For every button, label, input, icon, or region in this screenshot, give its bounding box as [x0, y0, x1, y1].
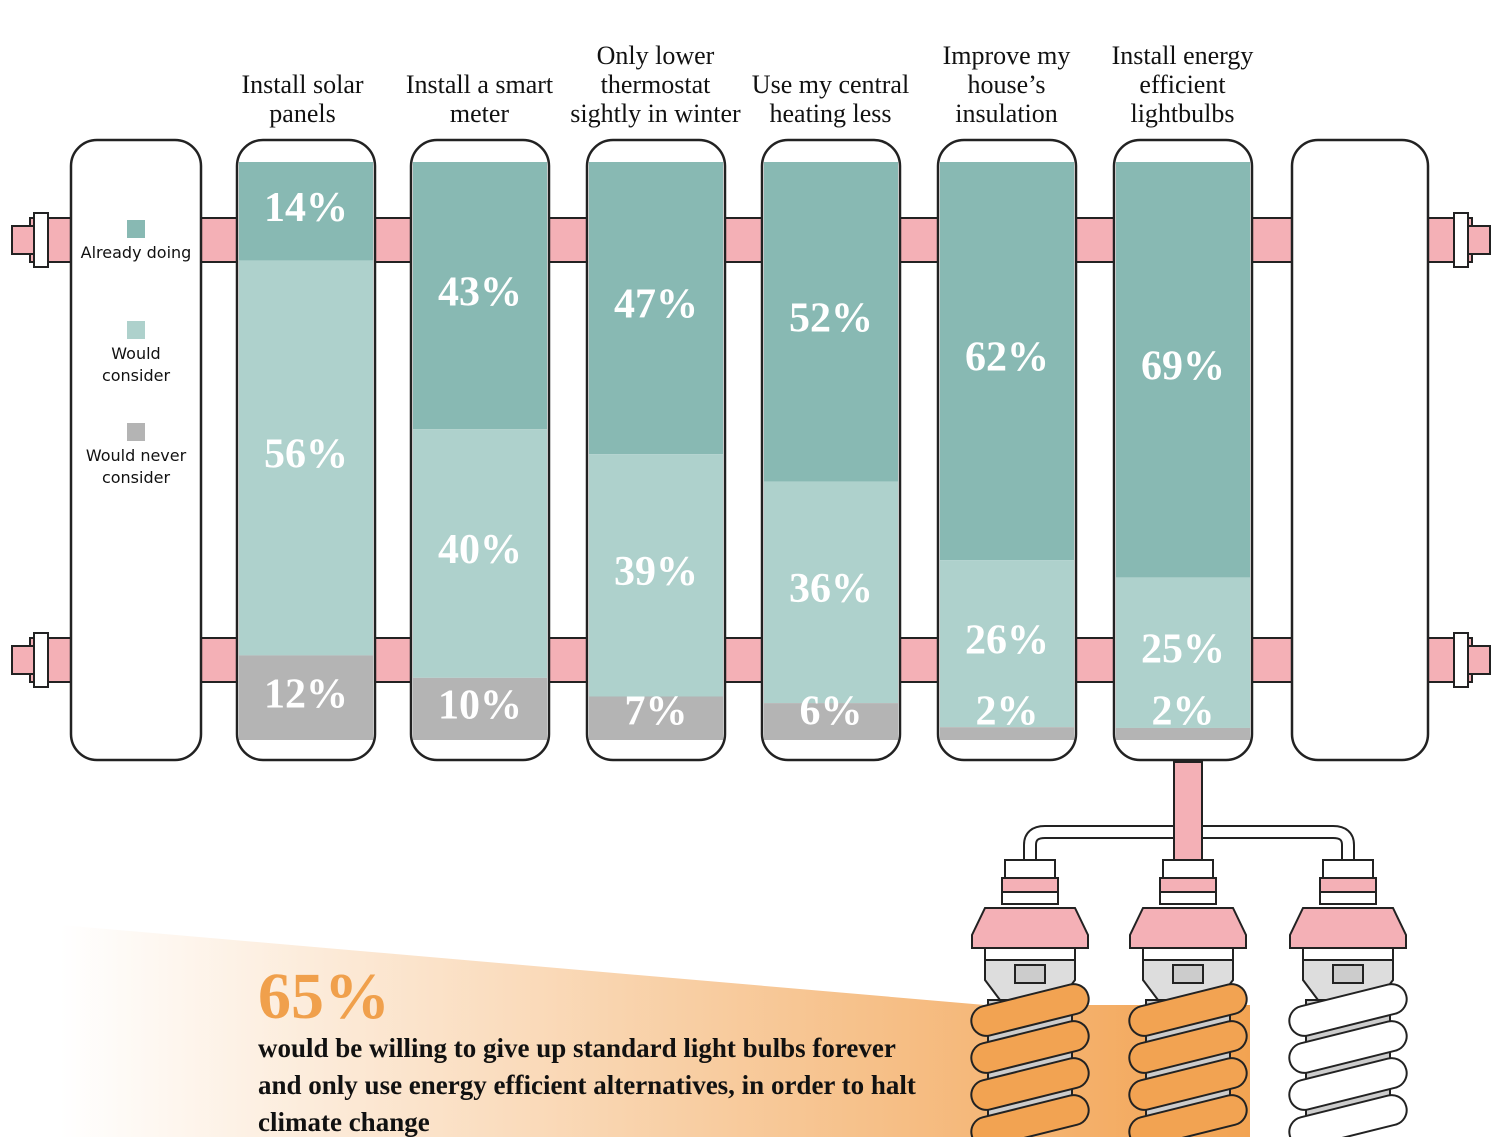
value-label: 39%: [614, 549, 698, 595]
value-label: 52%: [789, 296, 873, 342]
bar-segment: [589, 162, 723, 455]
bar-segment: [413, 429, 547, 678]
legend-swatch: [127, 220, 145, 238]
value-label: 2%: [976, 689, 1039, 735]
bar-segment: [413, 677, 547, 740]
bar-segment: [940, 727, 1074, 740]
bar-segment: [589, 696, 723, 740]
legend-item: Already doing: [76, 220, 196, 264]
value-label: 6%: [800, 689, 863, 735]
legend-label: Already doing: [80, 243, 192, 262]
legend-item: Would consider: [76, 321, 196, 387]
value-label: 47%: [614, 282, 698, 328]
category-label: Only lower thermostat sightly in winter: [570, 41, 741, 128]
bar-segment: [239, 655, 373, 740]
value-label: 26%: [965, 617, 1049, 663]
legend-label: Would never consider: [85, 446, 187, 487]
category-label: Improve my house’s insulation: [942, 41, 1071, 128]
bar-segment: [1116, 727, 1250, 740]
value-label: 62%: [965, 335, 1049, 381]
value-label: 10%: [438, 683, 522, 729]
value-label: 40%: [438, 527, 522, 573]
category-label: Install a smart meter: [405, 70, 554, 128]
category-label: Install solar panels: [241, 70, 364, 128]
value-label: 43%: [438, 269, 522, 315]
bar-segment: [764, 162, 898, 482]
value-label: 2%: [1152, 689, 1215, 735]
value-label: 7%: [625, 689, 688, 735]
legend-label: Would consider: [101, 344, 171, 385]
value-label: 56%: [264, 432, 348, 478]
bar-segment: [764, 703, 898, 740]
bar-segment: [764, 481, 898, 704]
bar-segment: [239, 162, 373, 261]
bars: 14% 56% 12% 43% 40% 10% 47% 39% 7% 52% 36% 6% 62% 26%…: [239, 162, 1250, 740]
bar-segment: [239, 260, 373, 656]
value-label: 14%: [264, 185, 348, 231]
legend-swatch: [127, 321, 145, 339]
bar-segment: [940, 162, 1074, 561]
value-label: 25%: [1141, 626, 1225, 672]
annotation-text: would be willing to give up standard lig…: [258, 1033, 916, 1137]
category-label: Install energy efficient lightbulbs: [1111, 41, 1254, 128]
legend-swatch: [127, 423, 145, 441]
bar-segment: [413, 162, 547, 430]
bar-segment: [940, 560, 1074, 728]
value-label: 69%: [1141, 343, 1225, 389]
value-label: 12%: [264, 671, 348, 717]
pipes: [11, 212, 1491, 688]
light-beam: [60, 925, 1250, 1137]
value-label: 36%: [789, 566, 873, 612]
bulb-assembly: [967, 761, 1411, 1137]
annotation-figure: 65%: [258, 960, 390, 1033]
bar-segment: [1116, 577, 1250, 728]
legend-item: Would never consider: [76, 423, 196, 489]
category-label: Use my central heating less: [751, 70, 910, 128]
bar-segment: [589, 454, 723, 697]
bar-segment: [1116, 162, 1250, 578]
